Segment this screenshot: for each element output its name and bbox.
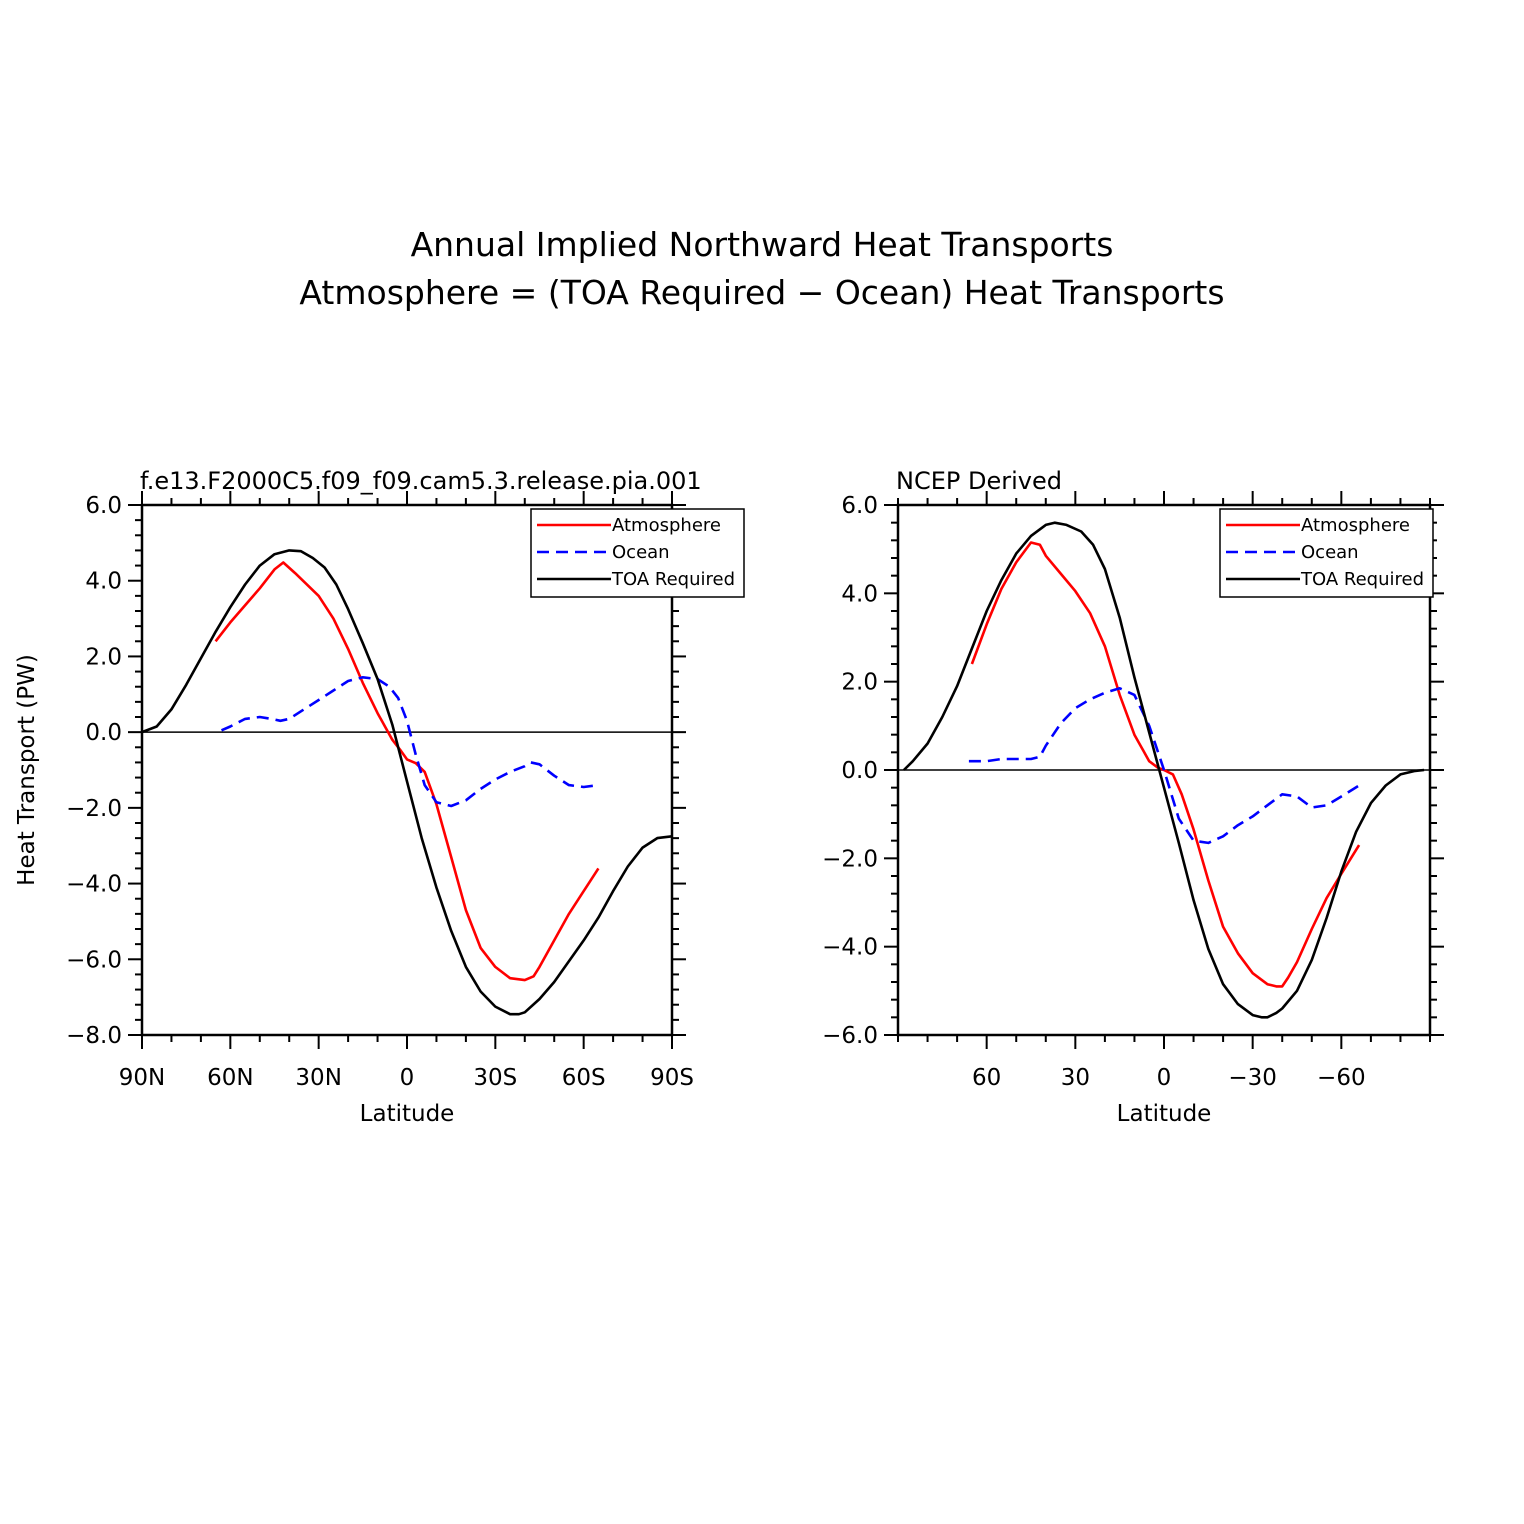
series-line-toa-required [902,521,1425,1019]
legend-label: Ocean [1301,542,1359,563]
x-tick-label: 90N [119,1065,165,1091]
series-line-atmosphere [970,541,1361,988]
legend-label: TOA Required [1300,569,1424,590]
y-tick-label: −8.0 [66,1023,122,1049]
y-tick-label: 6.0 [85,493,122,519]
y-tick-label: 2.0 [85,644,122,670]
x-tick-label: −30 [1228,1065,1277,1091]
y-tick-label: 6.0 [841,493,878,519]
y-tick-label: −4.0 [822,935,878,961]
series-line-ocean [220,676,599,808]
x-tick-label: 0 [400,1065,415,1091]
series-line-ocean [968,687,1360,845]
legend: Atmosphere Ocean TOA Required [1219,508,1434,598]
series-line-toa-required [141,549,673,1016]
y-tick-label: −2.0 [822,846,878,872]
x-tick-label: 90S [650,1065,694,1091]
panel-ncep: NCEP Derived 6.0 4.0 2.0 0.0 −2.0 −4.0 −6.0 60 30… [822,467,1444,1127]
x-tick-label: 60N [207,1065,253,1091]
x-tick-label: 30S [473,1065,517,1091]
y-tick-label: −4.0 [66,872,122,898]
y-tick-label: 4.0 [85,569,122,595]
series-line-atmosphere [214,561,600,982]
legend-label: Atmosphere [612,515,721,536]
y-axis-label: Heat Transport (PW) [14,654,40,886]
y-tick-label: 4.0 [841,581,878,607]
legend-box [1219,508,1434,598]
legend: Atmosphere Ocean TOA Required [530,508,745,598]
y-tick-label: 0.0 [841,758,878,784]
figure-title-line1: Annual Implied Northward Heat Transports [411,225,1114,264]
x-tick-label: 30N [295,1065,341,1091]
panel-title: NCEP Derived [896,467,1062,495]
legend-label: Atmosphere [1301,515,1410,536]
x-tick-label: 0 [1157,1065,1172,1091]
y-tick-label: −2.0 [66,796,122,822]
y-tick-label: 0.0 [85,720,122,746]
figure-title-line2: Atmosphere = (TOA Required − Ocean) Heat… [299,273,1224,312]
x-tick-label: 60 [972,1065,1001,1091]
y-tick-label: −6.0 [822,1023,878,1049]
y-tick-label: 2.0 [841,670,878,696]
x-axis-label: Latitude [1117,1101,1212,1127]
panel-title: f.e13.F2000C5.f09_f09.cam5.3.release.pia… [140,467,702,495]
x-tick-label: 30 [1061,1065,1090,1091]
x-tick-label: −60 [1317,1065,1366,1091]
y-tick-label: −6.0 [66,947,122,973]
x-axis-label: Latitude [360,1101,455,1127]
panel-model: f.e13.F2000C5.f09_f09.cam5.3.release.pia… [14,467,745,1127]
x-tick-label: 60S [562,1065,606,1091]
legend-label: Ocean [612,542,670,563]
legend-label: TOA Required [611,569,735,590]
